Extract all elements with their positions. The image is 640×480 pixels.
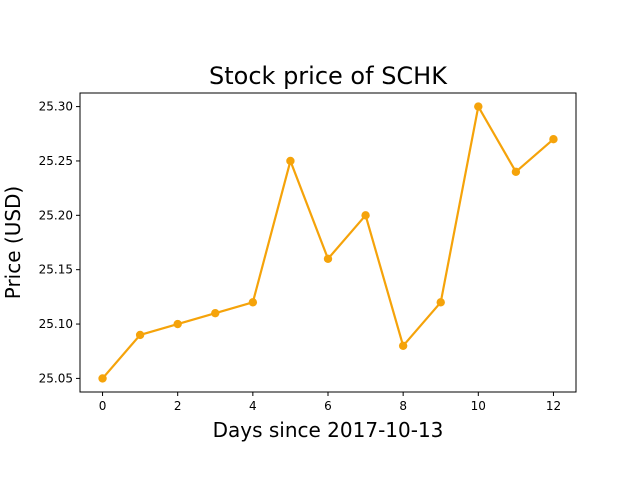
- x-tick-label: 0: [99, 399, 107, 413]
- data-point: [211, 308, 220, 318]
- x-tick-label: 6: [324, 399, 332, 413]
- data-point: [98, 374, 107, 383]
- data-point: [286, 156, 295, 166]
- y-tick-label: 25.20: [39, 208, 73, 222]
- data-point: [511, 167, 521, 177]
- y-tick-label: 25.10: [39, 317, 73, 331]
- plot-area: 0 2 4 6 8 10 12 25.05 25.10 25.15 25.20 25.25 25.30: [39, 92, 577, 413]
- data-point: [173, 319, 182, 329]
- data-point: [549, 135, 558, 144]
- y-tick-label: 25.05: [39, 371, 73, 385]
- data-point: [361, 211, 370, 220]
- plot-frame: [79, 92, 577, 393]
- y-axis-title: Price (USD): [1, 186, 25, 300]
- chart-title: Stock price of SCHK: [209, 62, 448, 90]
- y-tick-label: 25.15: [39, 263, 73, 277]
- data-point: [436, 298, 445, 307]
- series-line: [101, 105, 555, 380]
- x-tick-label: 2: [174, 399, 182, 413]
- x-tick-label: 10: [471, 399, 486, 413]
- y-tick-label: 25.30: [39, 100, 73, 114]
- data-point: [474, 102, 483, 111]
- data-point: [398, 341, 408, 350]
- x-axis-title: Days since 2017-10-13: [213, 418, 444, 442]
- data-point: [248, 298, 258, 307]
- y-tick-label: 25.25: [39, 154, 73, 168]
- data-point: [323, 254, 333, 264]
- data-point: [135, 330, 145, 340]
- x-tick-label: 12: [546, 399, 561, 413]
- x-tick-label: 8: [399, 399, 407, 413]
- x-tick-label: 4: [249, 399, 257, 413]
